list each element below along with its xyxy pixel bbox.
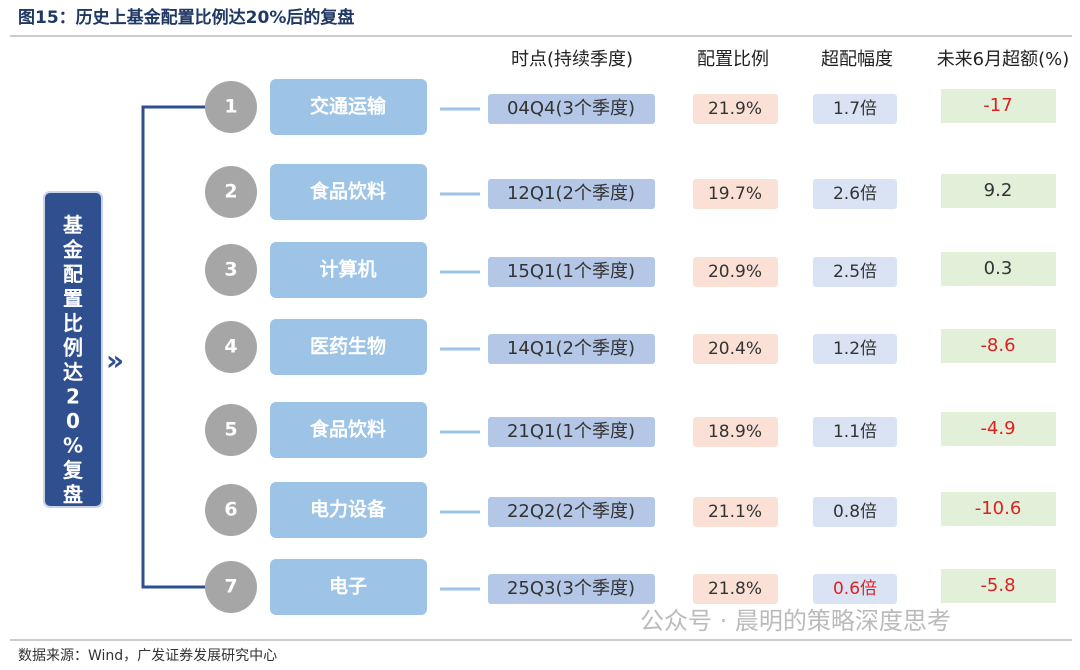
excess: -17 (983, 95, 1012, 116)
time: 22Q2(2个季度) (507, 501, 635, 522)
time: 14Q1(2个季度) (507, 338, 635, 359)
ratio-box (693, 497, 778, 527)
step-number: 4 (224, 336, 237, 358)
watermark: 公众号 · 晨明的策略深度思考 (640, 607, 951, 635)
time-box (488, 574, 655, 604)
ratio-box (693, 257, 778, 287)
over-box (813, 497, 897, 527)
over: 0.8倍 (833, 502, 877, 522)
excess-box (941, 412, 1056, 446)
bracket (141, 105, 205, 589)
sector: 交通运输 (310, 95, 387, 118)
sector: 电力设备 (310, 498, 387, 521)
sector-box (270, 402, 427, 458)
over-box (813, 257, 897, 287)
step-circle (205, 321, 257, 373)
over-box (813, 417, 897, 447)
excess: 9.2 (984, 180, 1013, 201)
time: 25Q3(3个季度) (507, 578, 635, 599)
over: 2.5倍 (833, 262, 877, 282)
over: 2.6倍 (833, 184, 877, 204)
over-box (813, 179, 897, 209)
sector: 食品饮料 (310, 180, 386, 203)
source: 数据来源：Wind，广发证券发展研究中心 (18, 648, 277, 664)
ratio: 18.9% (708, 422, 762, 442)
excess-box (941, 89, 1056, 123)
over: 1.2倍 (833, 339, 877, 359)
sector-box (270, 79, 427, 135)
over-box (813, 574, 897, 604)
time-box (488, 257, 655, 287)
time-box (488, 94, 655, 124)
over: 1.7倍 (833, 99, 877, 119)
ratio-box (693, 334, 778, 364)
sector: 医药生物 (310, 335, 386, 358)
sector-box (270, 482, 427, 538)
excess-box (941, 492, 1056, 526)
time: 15Q1(1个季度) (507, 261, 635, 282)
column-header: 未来6月超额(%) (937, 49, 1070, 70)
step-circle (205, 244, 257, 296)
over: 1.1倍 (833, 422, 877, 442)
step-circle (205, 404, 257, 456)
sector-box (270, 559, 427, 615)
step-circle (205, 484, 257, 536)
sector-box (270, 319, 427, 375)
step-number: 6 (224, 499, 237, 521)
excess-box (941, 252, 1056, 286)
time: 04Q4(3个季度) (507, 98, 635, 119)
step-number: 2 (224, 181, 237, 203)
step-number: 1 (224, 96, 237, 118)
excess: -4.9 (980, 418, 1015, 439)
ratio: 20.4% (708, 339, 762, 359)
time-box (488, 417, 655, 447)
step-number: 3 (224, 259, 237, 281)
over: 0.6倍 (833, 579, 877, 599)
time-box (488, 179, 655, 209)
excess-box (941, 569, 1056, 603)
excess-box (941, 329, 1056, 363)
over-box (813, 94, 897, 124)
step-circle (205, 561, 257, 613)
column-header: 超配幅度 (821, 49, 893, 70)
column-header: 配置比例 (697, 49, 769, 70)
ratio-box (693, 94, 778, 124)
time-box (488, 334, 655, 364)
sector: 电子 (329, 575, 367, 598)
side-label: 基金配置比例达 2 0 %复盘 (62, 213, 84, 507)
excess: 0.3 (984, 258, 1013, 279)
excess-box (941, 174, 1056, 208)
excess: -5.8 (980, 575, 1015, 596)
sector-box (270, 164, 427, 220)
step-number: 7 (224, 576, 237, 598)
ratio-box (693, 179, 778, 209)
time: 12Q1(2个季度) (507, 183, 635, 204)
sector: 食品饮料 (310, 418, 386, 441)
ratio-box (693, 417, 778, 447)
chevron: » (106, 344, 124, 377)
ratio: 19.7% (708, 184, 762, 204)
step-circle (205, 166, 257, 218)
step-number: 5 (224, 419, 237, 441)
side-box (43, 191, 103, 508)
ratio: 21.1% (708, 502, 762, 522)
sector-box (270, 242, 427, 298)
ratio-box (693, 574, 778, 604)
step-circle (205, 81, 257, 133)
column-header: 时点(持续季度) (511, 49, 633, 70)
time: 21Q1(1个季度) (507, 421, 635, 442)
excess: -8.6 (980, 335, 1015, 356)
time-box (488, 497, 655, 527)
excess: -10.6 (975, 498, 1022, 519)
ratio: 21.9% (708, 99, 762, 119)
over-box (813, 334, 897, 364)
title: 图15：历史上基金配置比例达20%后的复盘 (18, 7, 354, 28)
sector: 计算机 (319, 258, 376, 281)
ratio: 20.9% (708, 262, 762, 282)
ratio: 21.8% (708, 579, 762, 599)
